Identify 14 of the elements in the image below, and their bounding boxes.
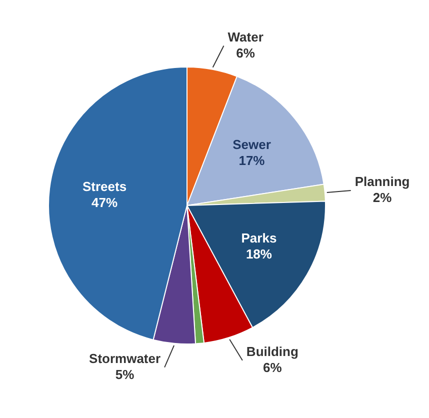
data-label: 18% bbox=[246, 246, 272, 262]
data-label: 17% bbox=[238, 152, 266, 168]
data-label: 6% bbox=[263, 360, 282, 375]
data-label: 5% bbox=[115, 366, 135, 382]
slice-label: Parks bbox=[241, 230, 277, 246]
data-label: 2% bbox=[372, 190, 392, 206]
slice-label: Planning bbox=[354, 174, 410, 190]
slice-label: Stormwater bbox=[89, 350, 161, 366]
data-label: 47% bbox=[92, 194, 118, 210]
slice-label: Sewer bbox=[232, 136, 271, 152]
data-label: 6% bbox=[236, 45, 256, 60]
slice-label: Building bbox=[246, 344, 298, 359]
slice-label: Streets bbox=[82, 178, 127, 194]
slice-label: Water bbox=[228, 29, 264, 44]
